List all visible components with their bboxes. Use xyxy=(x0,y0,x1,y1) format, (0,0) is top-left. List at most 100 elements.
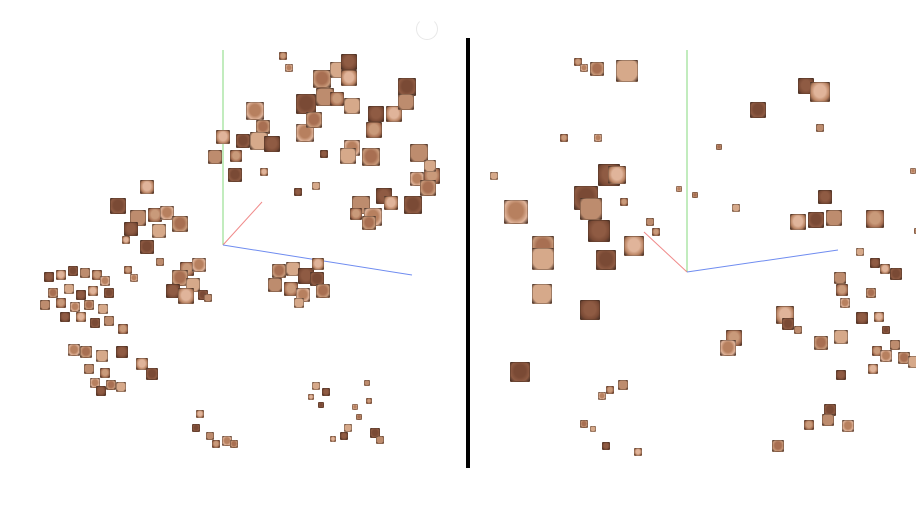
right-embedding-panel[interactable] xyxy=(470,0,916,520)
left-face-thumbnail[interactable] xyxy=(96,386,106,396)
left-face-thumbnail[interactable] xyxy=(246,102,264,120)
left-face-thumbnail[interactable] xyxy=(192,258,206,272)
right-face-thumbnail[interactable] xyxy=(490,172,498,180)
left-face-thumbnail[interactable] xyxy=(272,264,286,278)
right-face-thumbnail[interactable] xyxy=(826,210,842,226)
right-face-thumbnail[interactable] xyxy=(596,250,616,270)
left-face-thumbnail[interactable] xyxy=(124,222,138,236)
left-face-thumbnail[interactable] xyxy=(122,236,130,244)
left-face-thumbnail[interactable] xyxy=(64,284,74,294)
left-face-thumbnail[interactable] xyxy=(264,136,280,152)
left-face-thumbnail[interactable] xyxy=(116,346,128,358)
left-face-thumbnail[interactable] xyxy=(340,432,348,440)
left-face-thumbnail[interactable] xyxy=(285,64,293,72)
left-face-thumbnail[interactable] xyxy=(294,188,302,196)
left-face-thumbnail[interactable] xyxy=(196,410,204,418)
left-face-thumbnail[interactable] xyxy=(192,424,200,432)
left-face-thumbnail[interactable] xyxy=(236,134,250,148)
left-face-thumbnail[interactable] xyxy=(70,302,80,312)
right-face-thumbnail[interactable] xyxy=(836,370,846,380)
left-face-thumbnail[interactable] xyxy=(366,122,382,138)
left-face-thumbnail[interactable] xyxy=(279,52,287,60)
left-face-thumbnail[interactable] xyxy=(206,432,214,440)
left-face-thumbnail[interactable] xyxy=(424,160,436,172)
right-face-thumbnail[interactable] xyxy=(716,144,722,150)
left-face-thumbnail[interactable] xyxy=(208,150,222,164)
left-face-thumbnail[interactable] xyxy=(140,180,154,194)
right-face-thumbnail[interactable] xyxy=(634,448,642,456)
left-face-thumbnail[interactable] xyxy=(376,436,384,444)
right-face-thumbnail[interactable] xyxy=(580,198,602,220)
left-face-thumbnail[interactable] xyxy=(230,150,242,162)
right-face-thumbnail[interactable] xyxy=(598,392,606,400)
right-face-thumbnail[interactable] xyxy=(624,236,644,256)
right-face-thumbnail[interactable] xyxy=(804,420,814,430)
right-face-thumbnail[interactable] xyxy=(810,82,830,102)
right-face-thumbnail[interactable] xyxy=(834,272,846,284)
left-face-thumbnail[interactable] xyxy=(136,358,148,370)
right-face-thumbnail[interactable] xyxy=(676,186,682,192)
right-face-thumbnail[interactable] xyxy=(616,60,638,82)
left-face-thumbnail[interactable] xyxy=(362,216,376,230)
left-face-thumbnail[interactable] xyxy=(172,216,188,232)
right-face-thumbnail[interactable] xyxy=(808,212,824,228)
left-face-thumbnail[interactable] xyxy=(56,298,66,308)
right-face-thumbnail[interactable] xyxy=(816,124,824,132)
left-face-thumbnail[interactable] xyxy=(104,316,114,326)
left-face-thumbnail[interactable] xyxy=(76,312,86,322)
left-face-thumbnail[interactable] xyxy=(68,344,80,356)
left-face-thumbnail[interactable] xyxy=(100,276,110,286)
left-face-thumbnail[interactable] xyxy=(366,398,372,404)
right-face-thumbnail[interactable] xyxy=(868,364,878,374)
right-face-thumbnail[interactable] xyxy=(842,420,854,432)
right-face-thumbnail[interactable] xyxy=(532,248,554,270)
left-face-thumbnail[interactable] xyxy=(340,148,356,164)
left-face-thumbnail[interactable] xyxy=(146,368,158,380)
left-face-thumbnail[interactable] xyxy=(118,324,128,334)
right-face-thumbnail[interactable] xyxy=(720,340,736,356)
right-face-thumbnail[interactable] xyxy=(866,210,884,228)
left-face-thumbnail[interactable] xyxy=(312,182,320,190)
right-face-thumbnail[interactable] xyxy=(590,426,596,432)
right-face-thumbnail[interactable] xyxy=(580,300,600,320)
right-face-thumbnail[interactable] xyxy=(652,228,660,236)
right-face-thumbnail[interactable] xyxy=(790,214,806,230)
left-face-thumbnail[interactable] xyxy=(398,94,414,110)
right-face-thumbnail[interactable] xyxy=(602,442,610,450)
right-face-thumbnail[interactable] xyxy=(580,420,588,428)
left-face-thumbnail[interactable] xyxy=(104,288,114,298)
right-face-thumbnail[interactable] xyxy=(794,326,802,334)
right-face-thumbnail[interactable] xyxy=(870,258,880,268)
right-face-thumbnail[interactable] xyxy=(908,356,916,368)
left-face-thumbnail[interactable] xyxy=(306,112,322,128)
left-face-thumbnail[interactable] xyxy=(322,388,330,396)
left-face-thumbnail[interactable] xyxy=(410,144,428,162)
right-face-thumbnail[interactable] xyxy=(580,64,588,72)
left-face-thumbnail[interactable] xyxy=(60,312,70,322)
left-face-thumbnail[interactable] xyxy=(312,382,320,390)
right-face-thumbnail[interactable] xyxy=(608,166,626,184)
left-face-thumbnail[interactable] xyxy=(116,382,126,392)
right-face-thumbnail[interactable] xyxy=(822,414,834,426)
right-face-thumbnail[interactable] xyxy=(836,284,848,296)
left-face-thumbnail[interactable] xyxy=(228,168,242,182)
left-face-thumbnail[interactable] xyxy=(344,424,352,432)
left-face-thumbnail[interactable] xyxy=(98,304,108,314)
left-face-thumbnail[interactable] xyxy=(204,294,212,302)
left-face-thumbnail[interactable] xyxy=(110,198,126,214)
left-face-thumbnail[interactable] xyxy=(152,224,166,238)
right-face-thumbnail[interactable] xyxy=(874,312,884,322)
left-face-thumbnail[interactable] xyxy=(76,290,86,300)
left-face-thumbnail[interactable] xyxy=(386,106,402,122)
left-face-thumbnail[interactable] xyxy=(356,414,362,420)
rotate-handle[interactable] xyxy=(416,18,438,40)
right-face-thumbnail[interactable] xyxy=(606,386,614,394)
right-face-thumbnail[interactable] xyxy=(856,248,864,256)
left-face-thumbnail[interactable] xyxy=(140,240,154,254)
left-face-thumbnail[interactable] xyxy=(230,440,238,448)
left-face-thumbnail[interactable] xyxy=(84,300,94,310)
left-face-thumbnail[interactable] xyxy=(80,346,92,358)
right-face-thumbnail[interactable] xyxy=(620,198,628,206)
left-face-thumbnail[interactable] xyxy=(88,286,98,296)
left-face-thumbnail[interactable] xyxy=(160,206,174,220)
